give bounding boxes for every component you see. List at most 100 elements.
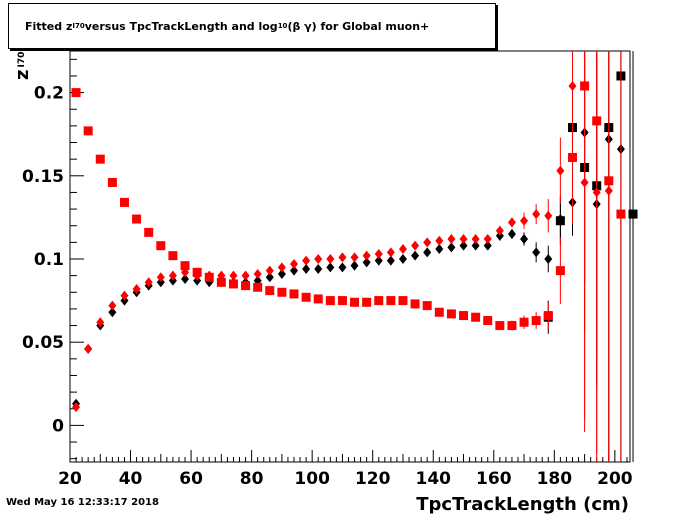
plot-area-border [69, 50, 631, 463]
plot-frame [69, 50, 631, 463]
data-point [168, 270, 177, 281]
data-point [447, 234, 456, 245]
data-point [350, 260, 359, 271]
data-point [544, 210, 553, 221]
data-point [362, 297, 372, 307]
x-tick-label: 180 [537, 469, 573, 489]
data-point [108, 300, 117, 311]
data-point [459, 240, 468, 251]
data-point [313, 294, 323, 304]
data-point [592, 187, 601, 198]
data-point [107, 177, 117, 187]
data-point [471, 234, 480, 245]
data-point [398, 253, 407, 264]
data-point [507, 321, 517, 331]
data-point [84, 343, 93, 354]
data-point [228, 279, 238, 289]
data-point [568, 80, 577, 91]
data-point [580, 177, 589, 188]
data-point [411, 240, 420, 251]
data-point [520, 234, 529, 245]
data-point [507, 229, 516, 240]
data-point [628, 209, 638, 219]
data-point [446, 309, 456, 319]
data-point [265, 286, 275, 296]
axes: 20 40 60 80 100 120 140 160 180 200 0 0.05 0.1 0.15 0.… [22, 58, 633, 489]
data-point [290, 258, 298, 269]
data-point [338, 262, 347, 273]
data-point [567, 152, 577, 162]
y-axis-title: z I70 [12, 52, 33, 80]
data-point [362, 250, 371, 261]
data-point [338, 252, 347, 263]
data-point [132, 283, 141, 294]
data-point [556, 165, 565, 176]
series-3 [72, 51, 613, 462]
data-point [314, 263, 323, 274]
title-post: (β γ) for Global muon+ [287, 19, 430, 33]
data-point [326, 262, 335, 273]
data-point [193, 270, 202, 281]
data-point [96, 317, 105, 328]
data-point [205, 270, 214, 281]
data-point [386, 255, 395, 266]
data-point [71, 88, 81, 98]
data-point [277, 268, 286, 279]
data-point [495, 225, 504, 236]
y-tick-label: 0.2 [34, 84, 64, 104]
series-2 [71, 51, 626, 462]
data-point [290, 265, 298, 276]
x-axis-title: TpcTrackLength (cm) [416, 494, 629, 514]
title-mid: versus TpcTrackLength and log [84, 19, 278, 33]
data-point [447, 242, 456, 253]
data-point [265, 272, 274, 283]
data-point [459, 234, 468, 245]
plot-title: Fitted z I70 versus TpcTrackLength and lo… [8, 3, 496, 49]
data-point [156, 241, 166, 251]
data-point [301, 292, 311, 302]
data-point [132, 214, 142, 224]
data-point [108, 307, 117, 318]
timestamp: Wed May 16 12:33:17 2018 [6, 497, 159, 508]
data-point [241, 281, 251, 291]
data-point [483, 316, 493, 326]
series-0 [72, 51, 625, 462]
data-point [302, 263, 311, 274]
data-point [604, 185, 613, 196]
y-tick-label: 0 [52, 416, 64, 436]
data-point [302, 255, 311, 266]
data-point [350, 297, 360, 307]
data-point [156, 272, 165, 283]
data-point [119, 197, 129, 207]
data-point [72, 402, 81, 413]
data-point [471, 312, 481, 322]
data-point [507, 217, 516, 228]
data-point [181, 273, 190, 284]
data-point [423, 247, 432, 258]
y-tick-label: 0.05 [22, 333, 64, 353]
title-pre: Fitted z [25, 19, 73, 33]
y-tick-label: 0.15 [22, 167, 64, 187]
data-point [532, 209, 541, 220]
data-point [386, 247, 395, 258]
data-point [555, 216, 565, 226]
data-point [168, 251, 178, 261]
data-point [398, 244, 407, 255]
data-point [543, 311, 553, 321]
x-tick-label: 120 [355, 469, 391, 489]
data-point [216, 277, 226, 287]
data-point [435, 244, 444, 255]
data-point [180, 261, 190, 271]
title-sub1: I70 [72, 22, 85, 30]
data-point [253, 268, 262, 279]
x-tick-label: 60 [179, 469, 203, 489]
data-point [531, 316, 541, 326]
series-1 [543, 51, 638, 462]
data-point [241, 270, 250, 281]
data-point [325, 296, 335, 306]
data-point [277, 287, 287, 297]
data-point [120, 290, 129, 301]
x-tick-label: 80 [240, 469, 264, 489]
data-point [95, 154, 105, 164]
